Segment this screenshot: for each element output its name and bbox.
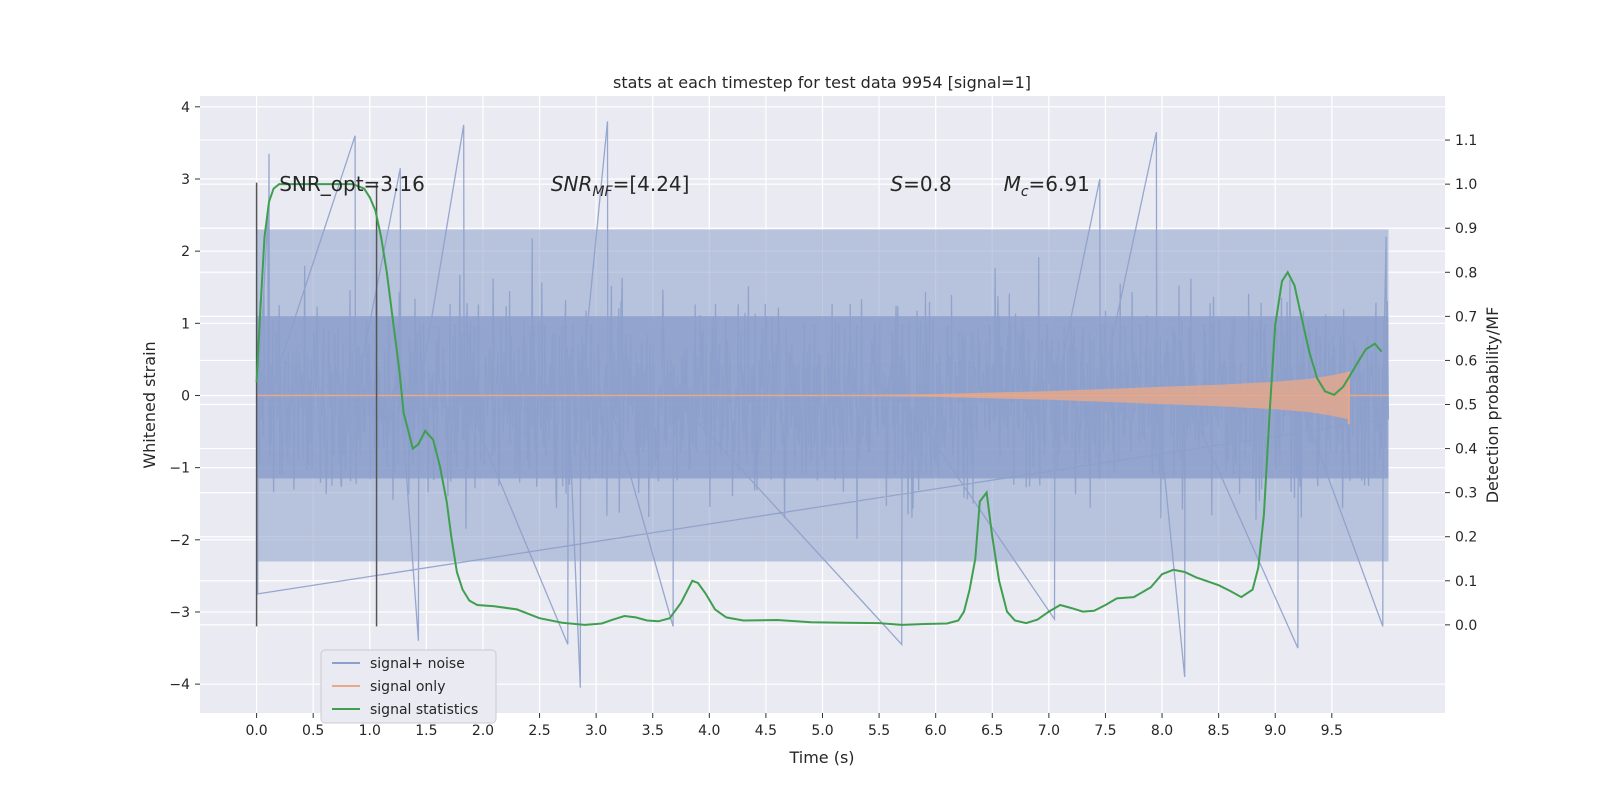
x-tick-label: 0.5	[302, 723, 324, 739]
data-layer	[255, 121, 1390, 688]
y-left-tick-label: 0	[181, 388, 190, 404]
y-right-tick-label: 0.7	[1455, 309, 1477, 325]
y-right-tick-label: 0.4	[1455, 442, 1477, 458]
x-tick-label: 6.5	[981, 723, 1003, 739]
x-tick-label: 3.0	[585, 723, 607, 739]
y-right-tick-label: 0.8	[1455, 265, 1477, 281]
legend-box	[320, 649, 497, 724]
legend-label-signal-only: signal only	[370, 679, 445, 695]
annotation-text: Mc=6.91	[1004, 172, 1090, 200]
y-left-tick-label: −4	[169, 677, 190, 693]
x-tick-label: 1.0	[359, 723, 381, 739]
y-left-tick-label: 4	[181, 100, 190, 116]
x-tick-label: 4.5	[755, 723, 777, 739]
legend-label-signal-statistics: signal statistics	[370, 702, 478, 718]
x-tick-label: 6.0	[925, 723, 947, 739]
y-right-tick-label: 0.5	[1455, 398, 1477, 414]
y-left-tick-label: −3	[169, 605, 190, 621]
x-axis-label: Time (s)	[788, 748, 854, 767]
x-tick-label: 4.0	[698, 723, 720, 739]
y-left-tick-label: 1	[181, 316, 190, 332]
annotation-text: SNRMF=[4.24]	[551, 172, 690, 200]
x-tick-label: 5.0	[811, 723, 833, 739]
annotation-text: S=0.8	[890, 172, 951, 196]
y-right-tick-label: 1.1	[1455, 133, 1477, 149]
y-right-tick-label: 0.6	[1455, 353, 1477, 369]
y-right-tick-label: 0.0	[1455, 618, 1477, 634]
y-right-tick-label: 1.0	[1455, 177, 1477, 193]
annotation-text: SNR_opt=3.16	[279, 172, 425, 196]
x-tick-label: 7.5	[1094, 723, 1116, 739]
x-tick-label: 3.5	[642, 723, 664, 739]
x-tick-label: 0.0	[245, 723, 267, 739]
y-right-tick-label: 0.1	[1455, 574, 1477, 590]
x-tick-label: 7.0	[1038, 723, 1060, 739]
x-tick-label: 9.0	[1264, 723, 1286, 739]
y-left-tick-label: 2	[181, 244, 190, 260]
y-left-tick-label: −1	[169, 461, 190, 477]
x-tick-label: 8.0	[1151, 723, 1173, 739]
x-tick-label: 8.5	[1208, 723, 1230, 739]
x-tick-label: 2.0	[472, 723, 494, 739]
y-left-tick-label: −2	[169, 533, 190, 549]
y-axis-label-right: Detection probability/MF	[1483, 307, 1502, 504]
x-tick-label: 1.5	[415, 723, 437, 739]
signal-statistics-line	[255, 183, 1383, 626]
x-tick-label: 2.5	[528, 723, 550, 739]
annotations: SNR_opt=3.16 SNRMF=[4.24] S=0.8 Mc=6.91	[279, 172, 1090, 200]
y-right-tick-label: 0.3	[1455, 486, 1477, 502]
signal-noise-line	[255, 121, 1390, 688]
legend: signal+ noise signal only signal statist…	[320, 649, 497, 724]
y-right-tick-label: 0.9	[1455, 221, 1477, 237]
y-axis-label-left: Whitened strain	[140, 341, 159, 468]
y-right-tick-label: 0.2	[1455, 530, 1477, 546]
x-tick-label: 9.5	[1321, 723, 1343, 739]
tick-labels: 0.0 0.5 1.0 1.5 2.0 2.5 3.0 3.5 4.0 4.5 5.0 5.5 6.0 6…	[169, 100, 1477, 739]
x-tick-label: 5.5	[868, 723, 890, 739]
chart-title: stats at each timestep for test data 995…	[613, 73, 1031, 92]
y-left-tick-label: 3	[181, 172, 190, 188]
legend-label-signal-noise: signal+ noise	[370, 656, 465, 672]
